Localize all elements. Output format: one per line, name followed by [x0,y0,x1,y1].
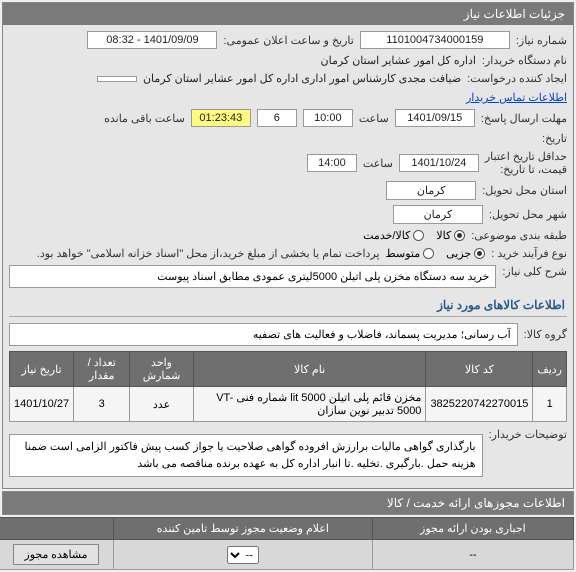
pay-note: پرداخت تمام یا بخشی از مبلغ خرید،از محل … [37,247,380,260]
row-city-need: شهر محل تحویل: کرمان [9,205,567,224]
permits-title: اطلاعات مجوزهای ارائه خدمت / کالا [2,491,574,515]
col-name: نام کالا [193,352,426,387]
radio-medium[interactable]: متوسط [386,247,435,260]
radio-partial[interactable]: جزیی [446,247,485,260]
min-valid-label: حداقل تاریخ اعتبار [485,150,567,163]
announce-value: 1401/09/09 - 08:32 [87,31,217,49]
creator-label: ایجاد کننده درخواست: [467,72,567,85]
table-row: 1 3825220742270015 مخزن قائم پلی اتیلن l… [10,387,567,422]
price-to-label: قیمت، تا تاریخ: [485,163,567,176]
buyer-contact-link[interactable]: اطلاعات تماس خریدار [466,91,567,104]
creator-value: ضیافت مجدی کارشناس امور اداری اداره کل ا… [143,72,461,85]
cell-status: -- [114,540,373,570]
row-desc: شرح کلی نیاز: خرید سه دستگاه مخزن پلی ات… [9,265,567,288]
row-creator: ایجاد کننده درخواست: ضیافت مجدی کارشناس … [9,72,567,104]
row-process: نوع فرآیند خرید : جزیی متوسط پرداخت تمام… [9,247,567,260]
col-row: ردیف [533,352,567,387]
cell-qty: 3 [74,387,130,422]
validity-labels: حداقل تاریخ اعتبار قیمت، تا تاریخ: [485,150,567,176]
col-code: کد کالا [426,352,533,387]
row-validity: حداقل تاریخ اعتبار قیمت، تا تاریخ: 1401/… [9,150,567,176]
col-action [0,518,114,540]
status-select[interactable]: -- [227,546,259,564]
row-loc-need: استان محل تحویل: کرمان [9,181,567,200]
buyer-notes-label: توضیحات خریدار: [489,428,567,441]
goods-table: ردیف کد کالا نام کالا واحد شمارش تعداد /… [9,351,567,422]
history-label: تاریخ: [542,132,567,145]
group-value: آب رسانی؛ مدیریت پسماند، فاضلاب و فعالیت… [9,323,518,346]
time-label-1: ساعت [359,112,389,125]
col-qty: تعداد / مقدار [74,352,130,387]
panel-title: جزئیات اطلاعات نیاز [3,3,573,25]
permits-header-row: اجباری بودن ارائه مجوز اعلام وضعیت مجوز … [0,518,574,540]
col-status: اعلام وضعیت مجوز توسط تامین کننده [114,518,373,540]
need-no-label: شماره نیاز: [516,34,567,47]
cell-name: مخزن قائم پلی اتیلن lit 5000 شماره فنی V… [193,387,426,422]
radio-service-label: کالا/خدمت [363,229,410,242]
deadline-date: 1401/09/15 [395,109,475,127]
contact-empty [97,76,137,82]
goods-section-title: اطلاعات کالاهای مورد نیاز [9,294,567,317]
cell-action: مشاهده مجوز [0,540,114,570]
announce-label: تاریخ و ساعت اعلان عمومی: [223,34,353,47]
radio-dot-medium [423,248,434,259]
need-no-value: 1101004734000159 [360,31,510,49]
row-group: گروه کالا: آب رسانی؛ مدیریت پسماند، فاضل… [9,323,567,346]
cell-date: 1401/10/27 [10,387,74,422]
remain-label: ساعت باقی مانده [104,112,185,125]
remain-days: 6 [257,109,297,127]
row-history: تاریخ: [9,132,567,145]
city-need-value: کرمان [393,205,483,224]
row-buyer-notes: توضیحات خریدار: بارگذاری گواهی مالیات بر… [9,428,567,477]
radio-dot-partial [474,248,485,259]
row-buyer: نام دستگاه خریدار: اداره کل امور عشایر ا… [9,54,567,67]
process-radios: جزیی متوسط [386,247,486,260]
cell-unit: عدد [130,387,193,422]
col-unit: واحد شمارش [130,352,193,387]
radio-goods[interactable]: کالا [436,229,465,242]
cell-code: 3825220742270015 [426,387,533,422]
cat-label: طبقه بندی موضوعی: [471,229,567,242]
details-panel: جزئیات اطلاعات نیاز شماره نیاز: 11010047… [2,2,574,489]
row-need-no: شماره نیاز: 1101004734000159 تاریخ و ساع… [9,31,567,49]
radio-dot-goods [454,230,465,241]
desc-label: شرح کلی نیاز: [502,265,567,278]
category-radios: کالا کالا/خدمت [363,229,465,242]
deadline-label: مهلت ارسال پاسخ: [481,112,567,125]
permits-table: اجباری بودن ارائه مجوز اعلام وضعیت مجوز … [0,517,574,570]
buyer-notes-value: بارگذاری گواهی مالیات برارزش افروده گواه… [9,434,483,477]
deadline-time: 10:00 [303,109,353,127]
loc-need-value: کرمان [386,181,476,200]
valid-date: 1401/10/24 [399,154,479,172]
radio-service[interactable]: کالا/خدمت [363,229,424,242]
time-label-2: ساعت [363,157,393,170]
goods-header-row: ردیف کد کالا نام کالا واحد شمارش تعداد /… [10,352,567,387]
radio-goods-label: کالا [436,229,451,242]
view-permit-button[interactable]: مشاهده مجوز [13,544,98,565]
radio-dot-service [413,230,424,241]
permits-row: -- -- مشاهده مجوز [0,540,574,570]
city-need-label: شهر محل تحویل: [489,208,567,221]
col-date: تاریخ نیاز [10,352,74,387]
buyer-value: اداره کل امور عشایر استان کرمان [321,54,476,67]
valid-time: 14:00 [307,154,357,172]
radio-partial-label: جزیی [446,247,471,260]
buyer-label: نام دستگاه خریدار: [482,54,567,67]
proc-label: نوع فرآیند خرید : [491,247,567,260]
panel-body: شماره نیاز: 1101004734000159 تاریخ و ساع… [3,25,573,488]
desc-value: خرید سه دستگاه مخزن پلی اتیلن 5000لیتری … [9,265,496,288]
loc-need-label: استان محل تحویل: [482,184,567,197]
col-mandatory: اجباری بودن ارائه مجوز [372,518,573,540]
remain-time: 01:23:43 [191,109,251,127]
cell-mandatory: -- [372,540,573,570]
cell-row: 1 [533,387,567,422]
radio-medium-label: متوسط [386,247,421,260]
row-category: طبقه بندی موضوعی: کالا کالا/خدمت [9,229,567,242]
row-deadline: مهلت ارسال پاسخ: 1401/09/15 ساعت 10:00 6… [9,109,567,127]
group-label: گروه کالا: [524,328,567,341]
